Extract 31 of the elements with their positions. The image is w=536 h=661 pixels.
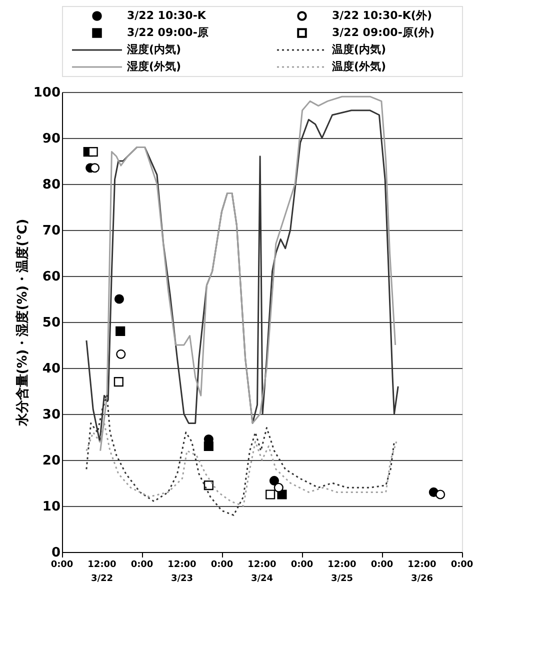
- y-tick-label: 20: [42, 454, 60, 468]
- y-tick-label: 40: [42, 362, 60, 376]
- y-tick-label: 10: [42, 500, 60, 514]
- legend-label: 温度(内気): [331, 43, 386, 56]
- legend-label: 3/22 09:00-原(外): [332, 26, 434, 39]
- y-tick-label: 50: [42, 316, 60, 330]
- y-tick-label: 100: [33, 86, 60, 100]
- y-tick-label: 0: [51, 546, 60, 560]
- x-tick-label: 0:00: [450, 560, 474, 570]
- x-tick-label: 0:00: [130, 560, 154, 570]
- x-tick-label: 12:00 3/25: [328, 560, 356, 584]
- x-tick-label: 12:00 3/22: [88, 560, 116, 584]
- x-tick-label: 12:00 3/24: [248, 560, 276, 584]
- legend-label: 湿度(内気): [126, 43, 182, 56]
- x-tick-label: 0:00: [210, 560, 234, 570]
- legend-label: 3/22 10:30-K(外): [332, 9, 432, 22]
- y-tick-label: 90: [42, 132, 60, 146]
- y-tick-label: 60: [42, 270, 60, 284]
- y-axis-title: 水分含量(%)・湿度(%)・温度(℃): [14, 218, 30, 428]
- x-tick-label: 0:00: [50, 560, 74, 570]
- x-tick-label: 12:00 3/26: [408, 560, 436, 584]
- y-tick-label: 80: [42, 178, 60, 192]
- y-tick-label: 30: [42, 408, 60, 422]
- x-tick-label: 0:00: [370, 560, 394, 570]
- y-tick-label: 70: [42, 224, 60, 238]
- legend-label: 温度(外気): [331, 60, 386, 73]
- legend-label: 3/22 10:30-K: [127, 9, 206, 22]
- x-tick-label: 0:00: [290, 560, 314, 570]
- legend-label: 3/22 09:00-原: [127, 26, 208, 39]
- legend-label: 湿度(外気): [126, 60, 182, 73]
- x-tick-label: 12:00 3/23: [168, 560, 196, 584]
